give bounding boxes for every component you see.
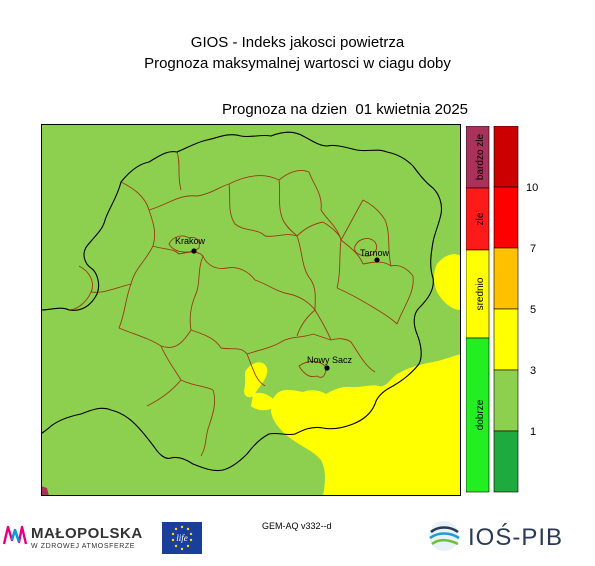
scale-tick-5: 5 <box>530 304 536 316</box>
scale-tick-7: 7 <box>530 243 536 255</box>
model-label: GEM-AQ v332--d <box>262 521 332 531</box>
city-krakow: Krakow <box>175 236 206 254</box>
moderate-zone <box>244 254 461 496</box>
title-line-1: GIOS - Indeks jakosci powietrza <box>190 34 405 51</box>
category-dobrze <box>466 337 490 493</box>
category-label-srednio: srednio <box>475 277 486 310</box>
malopolska-name: MAŁOPOLSKA <box>31 525 143 542</box>
region-border <box>41 131 443 472</box>
eu-life-text: life <box>176 533 188 543</box>
ios-pib-name: IOŚ-PIB <box>468 524 564 551</box>
malopolska-logo-icon <box>2 525 28 545</box>
category-label-zle: zle <box>475 212 486 225</box>
scale-tick-10: 10 <box>526 182 538 194</box>
scale-segment-7 <box>493 186 519 249</box>
scale-tick-1: 1 <box>530 426 536 438</box>
forecast-date-label: Prognoza na dzien 01 kwietnia 2025 <box>222 101 469 118</box>
city-label-nowy-sacz: Nowy Sacz <box>307 355 353 365</box>
city-label-tarnow: Tarnow <box>360 248 390 258</box>
scale-tick-3: 3 <box>530 365 536 377</box>
scale-segment-10 <box>493 126 519 188</box>
scale-segment-3 <box>493 308 519 371</box>
title-line-2: Prognoza maksymalnej wartosci w ciagu do… <box>144 55 451 72</box>
scale-segment-1 <box>493 369 519 432</box>
ios-pib-logo-icon <box>429 521 460 551</box>
scale-segment-5 <box>493 247 519 310</box>
eu-life-logo-icon: life <box>162 522 202 554</box>
malopolska-tagline: W ZDROWEJ ATMOSFERZE <box>31 543 136 550</box>
category-label-dobrze: dobrze <box>475 399 486 430</box>
legend: bardzo zle zle srednio dobrze 10 7 5 3 1 <box>466 126 538 493</box>
city-nowy-sacz: Nowy Sacz <box>307 355 353 371</box>
county-boundaries <box>68 151 414 457</box>
high-zone-corner <box>41 486 49 496</box>
forecast-map: Krakow Tarnow Nowy Sacz <box>41 124 461 496</box>
city-tarnow: Tarnow <box>360 248 390 263</box>
city-label-krakow: Krakow <box>175 236 206 246</box>
scale-segment-0 <box>493 430 519 493</box>
category-label-bardzo-zle: bardzo zle <box>475 133 486 180</box>
